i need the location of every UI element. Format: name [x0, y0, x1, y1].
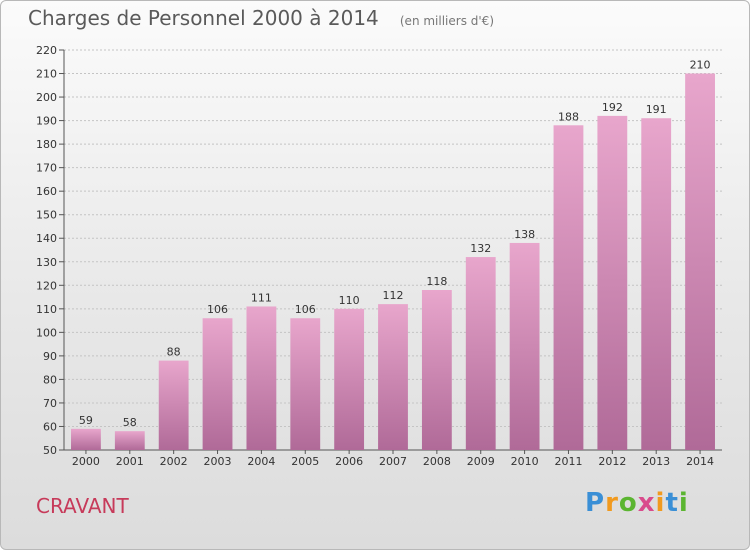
y-tick-label: 70	[43, 397, 57, 410]
commune-name: CRAVANT	[36, 494, 129, 518]
data-label-2009: 132	[470, 242, 491, 255]
logo-letter: t	[665, 488, 679, 518]
data-label-2004: 111	[251, 291, 272, 304]
y-tick-label: 150	[36, 209, 57, 222]
data-label-2005: 106	[295, 303, 316, 316]
y-tick-label: 180	[36, 138, 57, 151]
x-tick-label-2011: 2011	[554, 455, 582, 468]
logo-letter: P	[585, 488, 606, 518]
y-tick-label: 160	[36, 185, 57, 198]
x-tick-label-2007: 2007	[379, 455, 407, 468]
bar-2010	[509, 242, 540, 450]
x-tick-label-2001: 2001	[116, 455, 144, 468]
bar-2007	[378, 304, 408, 450]
x-tick-label-2014: 2014	[686, 455, 714, 468]
x-tick-label-2006: 2006	[335, 455, 363, 468]
bar-2000	[71, 428, 101, 450]
data-label-2006: 110	[339, 294, 360, 307]
y-tick-label: 90	[43, 350, 57, 363]
bar-2003	[202, 318, 233, 450]
logo-letter: i	[678, 488, 689, 518]
bar-2001	[114, 431, 145, 450]
y-tick-label: 60	[43, 420, 57, 433]
bar-2011	[553, 125, 584, 450]
labels: 50 60 70 80 90 100 110 120 130 140 150 160 170 180 190…	[36, 44, 714, 468]
logo-letter: r	[605, 488, 619, 518]
data-label-2012: 192	[602, 101, 623, 114]
bar-2008	[421, 290, 452, 450]
data-label-2000: 59	[79, 414, 93, 427]
logo-letter: x	[637, 488, 656, 518]
y-tick-label: 100	[36, 326, 57, 339]
bar-2005	[290, 318, 321, 450]
x-tick-label-2008: 2008	[423, 455, 451, 468]
chart-subtitle: (en milliers d'€)	[399, 14, 494, 28]
bar-2006	[334, 308, 365, 450]
y-tick-label: 200	[36, 91, 57, 104]
x-tick-label-2005: 2005	[291, 455, 319, 468]
y-tick-label: 130	[36, 256, 57, 269]
bar-2009	[465, 257, 496, 450]
logo-letter: i	[655, 488, 666, 518]
bar-2004	[246, 306, 277, 450]
y-tick-label: 220	[36, 44, 57, 57]
logo-letter: o	[618, 488, 638, 518]
y-tick-label: 190	[36, 115, 57, 128]
data-label-2002: 88	[167, 346, 181, 359]
x-tick-label-2004: 2004	[247, 455, 275, 468]
chart-title-block: Charges de Personnel 2000 à 2014 (en mil…	[28, 6, 494, 30]
bar-2014	[685, 73, 715, 450]
y-tick-label: 120	[36, 279, 57, 292]
bar-2002	[158, 360, 189, 450]
x-tick-label-2000: 2000	[72, 455, 100, 468]
x-tick-label-2010: 2010	[511, 455, 539, 468]
x-tick-label-2002: 2002	[160, 455, 188, 468]
data-label-2011: 188	[558, 110, 579, 123]
y-tick-label: 50	[43, 444, 57, 457]
y-tick-label: 140	[36, 232, 57, 245]
y-tick-label: 210	[36, 68, 57, 81]
x-tick-label-2013: 2013	[642, 455, 670, 468]
y-tick-label: 170	[36, 162, 57, 175]
bar-2012	[597, 115, 628, 450]
x-tick-label-2003: 2003	[204, 455, 232, 468]
chart-title: Charges de Personnel 2000 à 2014	[28, 6, 379, 30]
data-label-2001: 58	[123, 416, 137, 429]
data-label-2007: 112	[383, 289, 404, 302]
data-label-2003: 106	[207, 303, 228, 316]
x-tick-label-2012: 2012	[598, 455, 626, 468]
data-label-2013: 191	[646, 103, 667, 116]
y-tick-label: 80	[43, 373, 57, 386]
bar-2013	[641, 118, 672, 450]
data-label-2014: 210	[690, 59, 711, 72]
bars	[71, 73, 715, 450]
proxiti-logo: Proxiti	[585, 488, 689, 518]
y-tick-label: 110	[36, 303, 57, 316]
x-tick-label-2009: 2009	[467, 455, 495, 468]
data-label-2008: 118	[426, 275, 447, 288]
data-label-2010: 138	[514, 228, 535, 241]
